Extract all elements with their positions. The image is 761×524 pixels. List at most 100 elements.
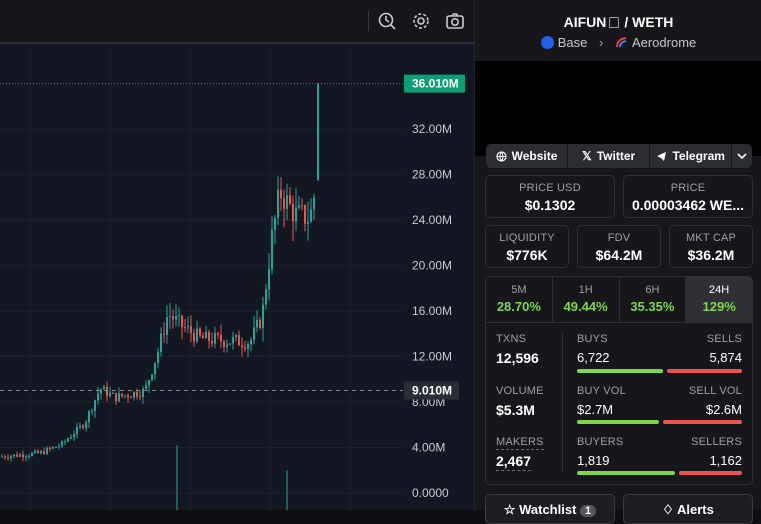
candle-body (211, 340, 213, 344)
candle-body (317, 83, 319, 181)
candle-body (178, 315, 180, 317)
tab-24h-label: 24H (709, 284, 730, 296)
website-link[interactable]: Website (486, 144, 569, 168)
price-chart[interactable]: 32.00M 28.00M 24.00M 20.00M 16.00M 12.00M 8.00… (0, 0, 474, 510)
candle-body (151, 374, 153, 381)
telegram-icon (657, 151, 667, 161)
liquidity-label: LIQUIDITY (499, 232, 555, 244)
pair-separator: / (624, 14, 629, 30)
price-axis-label: 12.00M (412, 350, 452, 364)
price-axis-label: 28.00M (412, 168, 452, 182)
candle-body (163, 333, 165, 335)
candle-body (61, 441, 63, 446)
pair-title: AIFUN / WETH (475, 14, 761, 30)
watchlist-button[interactable]: ☆ Watchlist 1 (485, 494, 615, 524)
chain-name[interactable]: Base (557, 35, 588, 50)
candle-body (112, 392, 114, 394)
candle-body (262, 304, 264, 329)
sells-label: SELLS (706, 333, 742, 345)
stats-divider (562, 333, 563, 473)
candle-body (40, 451, 42, 454)
tab-24h[interactable]: 24H 129% (686, 277, 752, 322)
candle-body (49, 448, 51, 450)
more-links-button[interactable] (732, 144, 752, 168)
candle-body (229, 343, 231, 345)
tab-1h-change: 49.44% (563, 299, 608, 314)
candle-body (313, 197, 315, 210)
candle-body (187, 326, 189, 328)
candle-body (160, 333, 162, 352)
price-axis-label: 4.00M (412, 440, 445, 454)
candle-body (184, 327, 186, 329)
tab-6h[interactable]: 6H 35.35% (620, 277, 687, 322)
price-native-value: 0.00003462 WE... (631, 197, 745, 213)
candle-body (130, 397, 132, 399)
tab-6h-label: 6H (645, 284, 660, 296)
chevron-right-icon: › (598, 35, 604, 50)
dex-name[interactable]: Aerodrome (631, 35, 697, 50)
candle-body (235, 335, 237, 338)
candle-body (109, 392, 111, 397)
candle-body (73, 434, 75, 438)
watchlist-count: 1 (580, 505, 597, 517)
candle-body (103, 386, 105, 390)
buys-value: 6,722 (577, 350, 610, 365)
candle-body (190, 326, 192, 334)
buyers-bar (577, 471, 675, 475)
alerts-button[interactable]: ♢ Alerts (623, 494, 753, 524)
candle-body (202, 335, 204, 339)
candle-body (172, 316, 174, 320)
buyers-label: BUYERS (577, 436, 624, 448)
candle-body (220, 334, 222, 342)
candle-body (34, 450, 36, 453)
telegram-link[interactable]: Telegram (650, 144, 733, 168)
candle-body (199, 328, 201, 336)
buy-vol-value: $2.7M (577, 402, 614, 417)
aerodrome-icon (615, 37, 627, 48)
candle-body (310, 209, 312, 222)
price-usd-box: PRICE USD $0.1302 (485, 175, 615, 218)
candle-body (133, 391, 135, 398)
candle-body (64, 441, 66, 443)
candle-body (16, 454, 18, 457)
candle-body (154, 362, 156, 375)
twitter-link[interactable]: 𝕏 Twitter (568, 144, 651, 168)
fdv-value: $64.2M (595, 247, 643, 263)
candle-body (22, 454, 24, 458)
candle-body (4, 456, 6, 458)
price-axis: 32.00M28.00M24.00M20.00M16.00M12.00M8.00… (412, 122, 452, 500)
candle-body (157, 351, 159, 363)
candle-body (268, 268, 270, 290)
candle-body (271, 229, 273, 269)
candle-body (106, 386, 108, 397)
crosshair-tag-text: 9.010M (412, 384, 452, 398)
candle-body (19, 454, 21, 457)
candle-body (58, 445, 60, 447)
candle-body (277, 189, 279, 218)
candle-body (31, 452, 33, 456)
volume-label: VOLUME (496, 385, 544, 397)
fdv-label: FDV (607, 232, 631, 244)
price-axis-label: 32.00M (412, 122, 452, 136)
tab-6h-change: 35.35% (630, 299, 675, 314)
tab-1h[interactable]: 1H 49.44% (553, 277, 620, 322)
replay-icon[interactable] (377, 11, 397, 31)
candle-body (238, 335, 240, 346)
chart-plot[interactable]: 32.00M28.00M24.00M20.00M16.00M12.00M8.00… (0, 44, 474, 510)
candle-body (52, 446, 54, 449)
candle-body (265, 289, 267, 305)
sells-bar (667, 369, 742, 373)
camera-icon[interactable] (445, 11, 465, 31)
candle-body (136, 391, 138, 397)
chart-toolbar (0, 0, 474, 44)
copy-icon[interactable] (609, 17, 620, 28)
buy-vol-bar (577, 420, 659, 424)
gear-icon[interactable] (411, 11, 431, 31)
candle-body (82, 425, 84, 428)
candle-body (259, 319, 261, 329)
candle-body (142, 388, 144, 397)
candle-body (298, 205, 300, 208)
tab-5m[interactable]: 5M 28.70% (486, 277, 553, 322)
candle-body (208, 331, 210, 341)
candle-body (232, 337, 234, 344)
